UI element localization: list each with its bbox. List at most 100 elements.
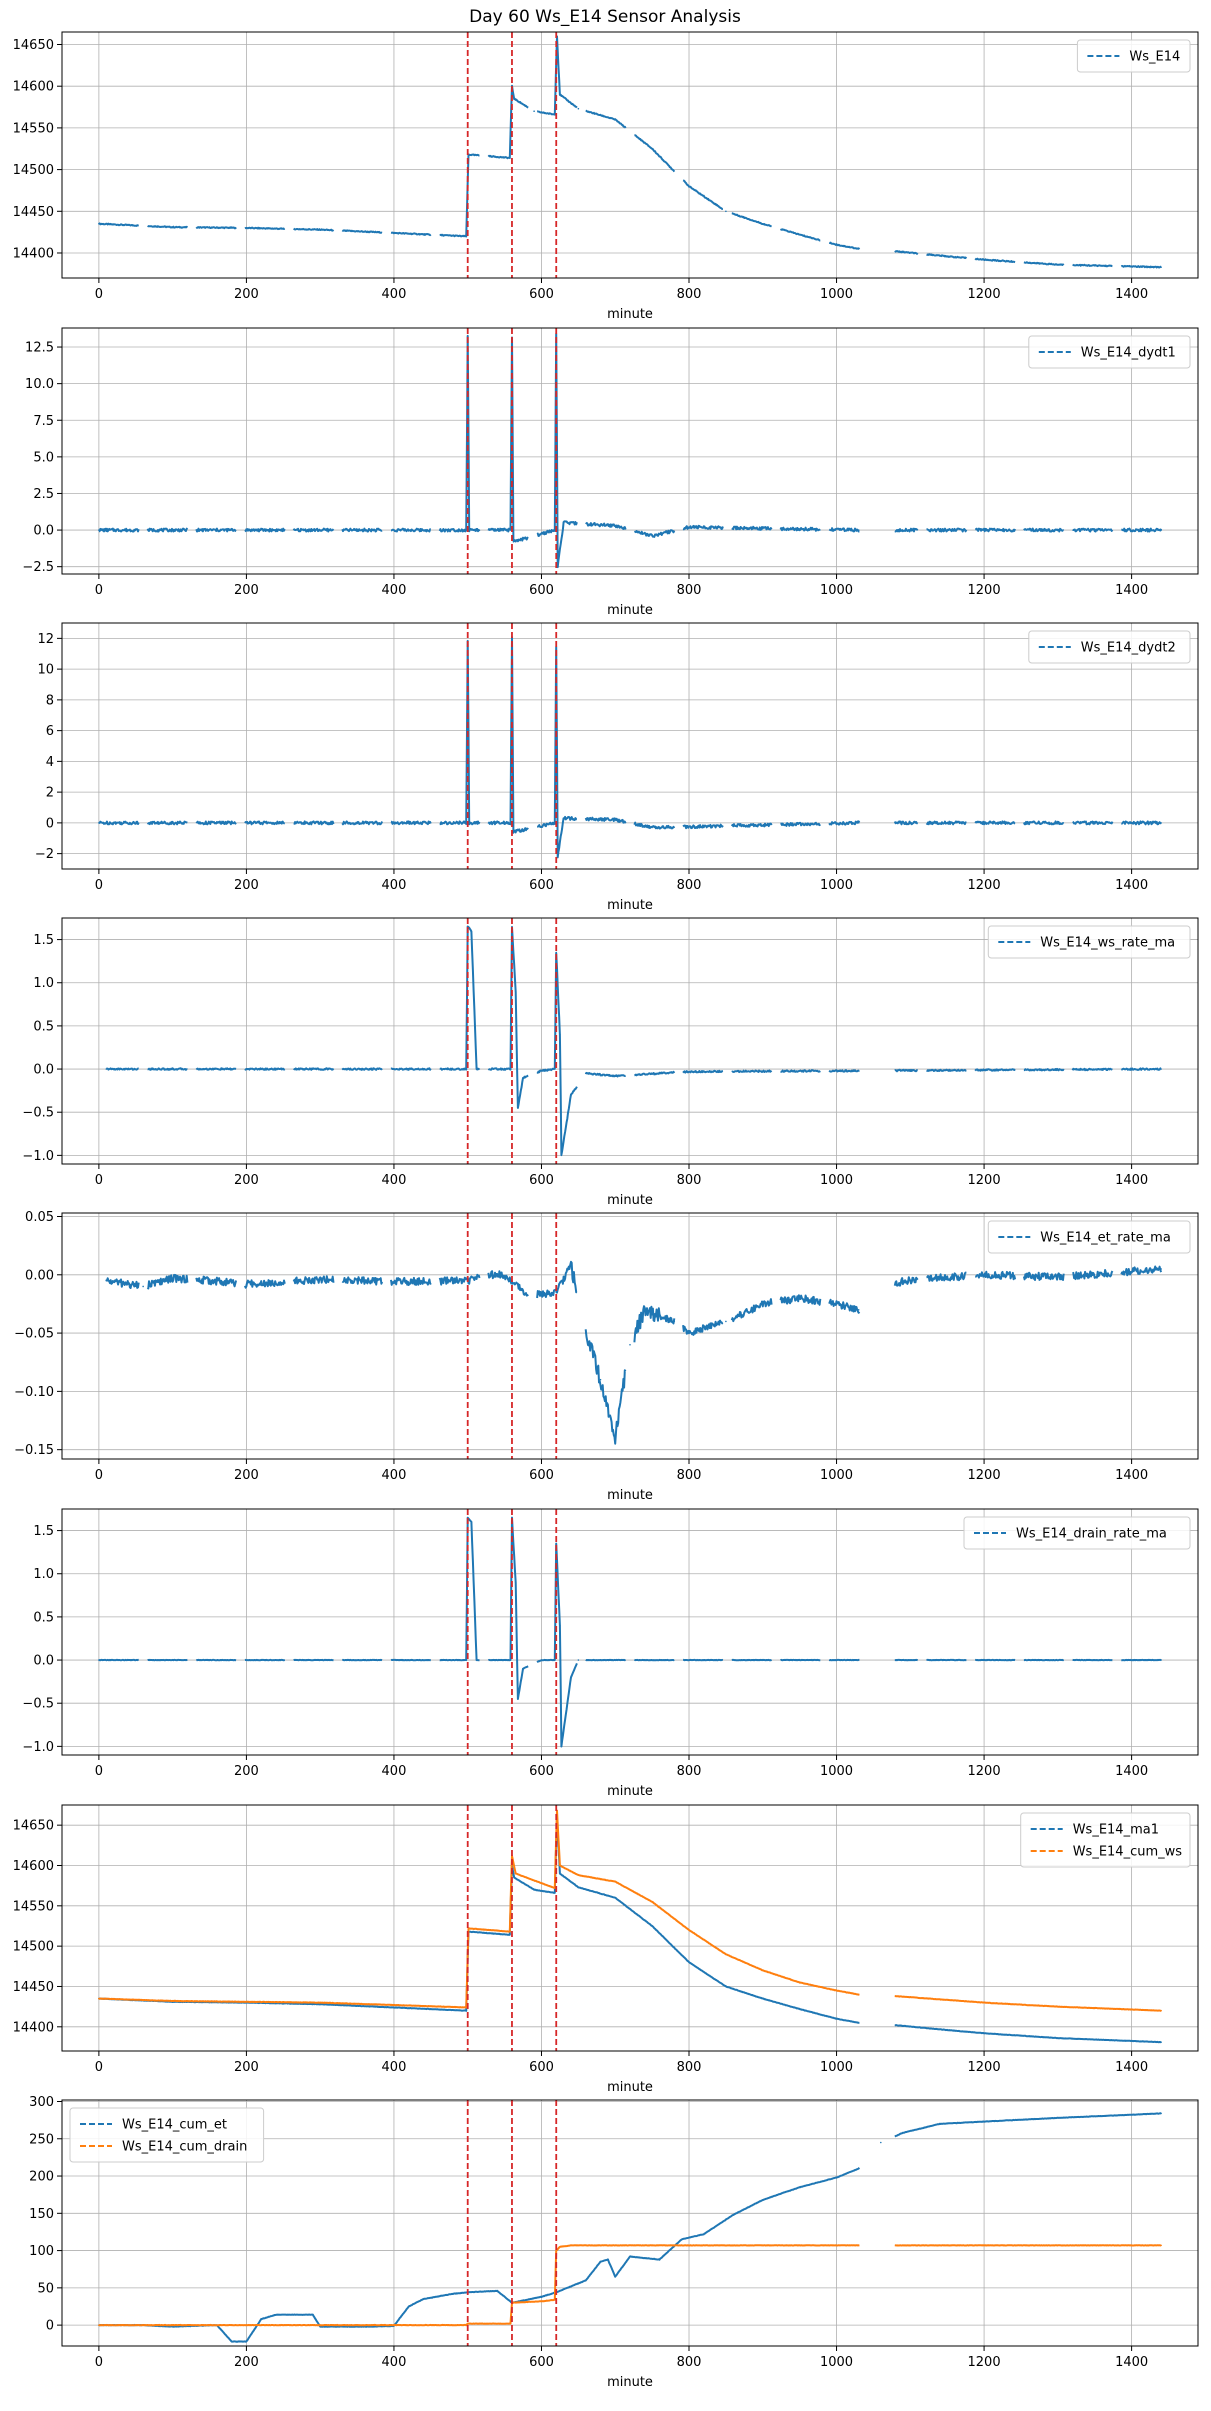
y-tick-label: −1.0 <box>22 1149 54 1164</box>
x-axis-label: minute <box>607 1193 653 1208</box>
plot-area <box>105 1213 1163 1459</box>
data-point <box>171 226 174 228</box>
data-point <box>798 233 801 236</box>
data-point <box>614 1880 617 1883</box>
x-tick-label: 800 <box>677 878 702 893</box>
axes-frame <box>61 1804 1199 2052</box>
data-point <box>725 210 727 213</box>
y-tick-label: 6 <box>46 724 54 739</box>
x-tick-label: 400 <box>382 878 407 893</box>
data-point <box>319 2001 321 2004</box>
data-point <box>98 529 100 531</box>
data-point <box>798 1297 801 1299</box>
axes-frame <box>61 917 1199 1165</box>
data-point <box>171 2000 174 2002</box>
data-point <box>465 822 468 824</box>
data-point <box>651 147 653 150</box>
data-point <box>142 1285 144 1288</box>
data-point <box>880 2141 882 2144</box>
data-point <box>540 1659 543 1661</box>
data-point <box>902 1279 904 1282</box>
data-point <box>98 2324 100 2326</box>
data-point <box>688 526 690 528</box>
legend: Ws_E14_ma1 Ws_E14_cum_ws <box>1020 1812 1191 1868</box>
x-tick-label: 600 <box>529 2060 554 2075</box>
data-point <box>468 529 470 531</box>
data-point <box>643 1308 646 1311</box>
x-tick-label: 1200 <box>968 1173 1001 1188</box>
data-point <box>465 2006 468 2009</box>
data-point <box>319 1278 321 1281</box>
legend-box <box>963 1516 1191 1550</box>
x-tick-label: 400 <box>382 583 407 598</box>
y-tick-label: 12 <box>37 632 54 647</box>
data-point <box>393 1280 395 1283</box>
data-point <box>599 2260 602 2263</box>
data-point <box>1160 1068 1162 1070</box>
x-tick-label: 1400 <box>1115 2355 1148 2370</box>
data-point <box>208 1279 211 1282</box>
data-point <box>509 822 512 824</box>
axes-frame <box>61 327 1199 575</box>
y-tick-label: 0.00 <box>25 1268 54 1283</box>
x-tick-label: 1200 <box>968 583 1001 598</box>
x-tick-label: 800 <box>677 287 702 302</box>
x-tick-label: 1400 <box>1115 583 1148 598</box>
subplot-et_rate: 0 200 400 600 800 1000 1200 1400 −0.15 −0.10 −0.05… <box>14 1210 1199 1503</box>
x-tick-label: 600 <box>529 583 554 598</box>
x-tick-label: 1000 <box>820 1764 853 1779</box>
data-point <box>688 1929 690 1931</box>
subplot-ws_rate: 0 200 400 600 800 1000 1200 1400 −1.0 −0.5 0.0 0.5 1… <box>22 917 1199 1208</box>
data-point <box>98 822 100 824</box>
y-tick-label: 14500 <box>13 163 54 178</box>
data-point <box>894 250 897 253</box>
data-point <box>509 1659 512 1661</box>
axes-frame <box>61 2099 1199 2347</box>
x-tick-label: 0 <box>95 2355 103 2370</box>
data-point <box>1160 529 1162 531</box>
data-point <box>508 1934 511 1936</box>
x-tick-label: 1400 <box>1115 1764 1148 1779</box>
x-tick-label: 1200 <box>968 1468 1001 1483</box>
x-tick-label: 600 <box>529 1468 554 1483</box>
legend-label: Ws_E14_cum_drain <box>122 2140 247 2155</box>
data-point <box>470 1521 473 1523</box>
data-point <box>761 1997 764 2000</box>
data-point <box>555 951 558 954</box>
data-point <box>835 2176 838 2179</box>
y-tick-label: −0.15 <box>14 1443 54 1458</box>
x-tick-label: 1400 <box>1115 287 1148 302</box>
data-point <box>555 334 558 337</box>
data-point <box>688 1332 690 1334</box>
legend-label: Ws_E14_dydt2 <box>1081 641 1176 656</box>
axes-frame <box>61 31 1199 279</box>
data-point <box>725 1953 727 1956</box>
legend-label: Ws_E14_cum_et <box>122 2118 227 2133</box>
legend-box <box>1020 1812 1191 1868</box>
series-trace-Ws_E14_cum_drain <box>98 2244 1162 2327</box>
data-point <box>525 1294 528 1297</box>
data-point <box>983 1273 985 1276</box>
plot-area <box>98 32 1162 278</box>
data-point <box>946 255 948 258</box>
data-point <box>559 1033 561 1036</box>
data-point <box>466 2322 469 2325</box>
data-point <box>245 2001 248 2003</box>
data-point <box>319 228 321 231</box>
data-point <box>577 1659 580 1661</box>
data-point <box>105 1279 108 1282</box>
x-tick-label: 200 <box>234 2355 259 2370</box>
data-point <box>702 2233 705 2235</box>
data-point <box>98 1997 100 2000</box>
data-point <box>688 1961 690 1964</box>
data-point <box>559 1624 561 1627</box>
y-tick-label: 2 <box>46 786 54 801</box>
y-tick-label: 1.5 <box>33 1524 54 1539</box>
x-tick-label: 1400 <box>1115 2060 1148 2075</box>
data-point <box>553 2298 556 2301</box>
data-point <box>312 2313 314 2316</box>
data-point <box>894 2024 897 2026</box>
legend-label: Ws_E14_drain_rate_ma <box>1016 1527 1167 1542</box>
x-tick-label: 0 <box>95 1764 103 1779</box>
data-point <box>983 258 985 261</box>
